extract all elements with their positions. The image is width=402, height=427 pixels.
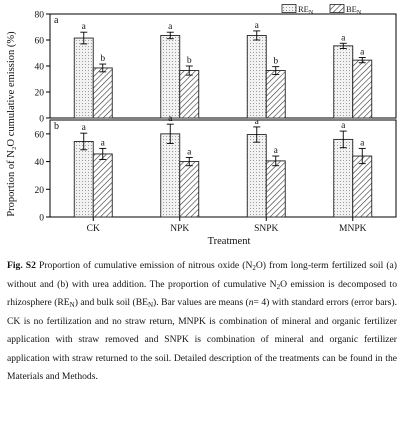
legend-swatch-be — [329, 4, 345, 13]
bar-be-snpk — [265, 70, 286, 119]
y-tick-label: 40 — [35, 158, 45, 168]
caption-label: Fig. S2 — [7, 260, 36, 271]
significance-letter: a — [82, 22, 87, 32]
bar-be-npk — [179, 70, 200, 119]
bar-re-ck — [73, 141, 94, 218]
bar-be-mnpk — [352, 155, 373, 218]
significance-letter: a — [168, 22, 173, 32]
bar-be-snpk — [265, 160, 286, 218]
caption-text: ) and bulk soil (BE — [74, 297, 148, 308]
bar-re-npk — [160, 35, 181, 119]
bar-re-snpk — [246, 35, 267, 119]
y-tick-label: 20 — [35, 186, 45, 196]
bar-re-snpk — [246, 134, 267, 218]
y-tick-label: 0 — [39, 214, 44, 224]
bar-re-npk — [160, 133, 181, 218]
caption-text: O emission is decomposed to rhizosphere … — [7, 278, 398, 309]
x-axis: CK NPK SNPK MNPK — [87, 217, 367, 234]
panel-label: b — [54, 121, 59, 132]
caption-text: = 4) with standard errors (error bars). … — [7, 297, 397, 382]
x-tick-label: SNPK — [254, 224, 278, 234]
significance-letter: a — [341, 33, 346, 43]
y-tick-label: 60 — [35, 130, 45, 140]
significance-letter: a — [82, 123, 87, 133]
caption-subscript: 2 — [276, 282, 281, 291]
y-axis-label: Proportion of N₂O cumulative emission (%… — [6, 31, 17, 217]
y-tick-label: 40 — [35, 63, 45, 73]
y-tick-label: 80 — [35, 11, 45, 21]
significance-letter: a — [187, 147, 192, 157]
caption-n-symbol: n — [248, 297, 254, 308]
significance-letter: b — [273, 57, 278, 67]
y-tick-label: 60 — [35, 37, 45, 47]
x-tick-label: CK — [87, 224, 100, 234]
bar-re-ck — [73, 37, 94, 119]
bar-be-mnpk — [352, 59, 373, 119]
significance-letter: b — [187, 56, 192, 66]
caption-subscript: N — [69, 301, 75, 309]
bar-re-mnpk — [333, 138, 354, 218]
significance-letter: a — [274, 146, 279, 156]
bar-re-mnpk — [333, 45, 354, 119]
y-tick-label: 20 — [35, 89, 45, 99]
caption-text: ). Bar values are means ( — [153, 297, 249, 308]
significance-letter: a — [341, 121, 346, 131]
panel-a: 0 20 40 60 80 a a b a b a b a a — [35, 11, 397, 125]
significance-letter: a — [255, 21, 260, 31]
x-tick-label: MNPK — [339, 224, 367, 234]
caption-text: Proportion of cumulative emission of nit… — [35, 260, 253, 271]
significance-letter: a — [255, 117, 260, 127]
significance-letter: a — [168, 114, 173, 124]
legend-subscript: N — [309, 10, 314, 16]
bar-be-ck — [92, 153, 113, 218]
bar-be-ck — [92, 67, 113, 119]
x-axis-label: Treatment — [208, 236, 251, 247]
significance-letter: a — [360, 48, 365, 58]
significance-letter: a — [101, 138, 106, 148]
panel-label: a — [54, 15, 59, 26]
caption-text: O) from long-term fertilized soil (a) wi… — [7, 260, 397, 290]
panel-frame — [49, 119, 397, 218]
x-tick-label: NPK — [170, 224, 189, 234]
caption-subscript: 2 — [252, 264, 256, 272]
figure-caption: Fig. S2 Proportion of cumulative emissio… — [7, 257, 397, 387]
significance-letter: b — [100, 54, 105, 64]
panel-b: 0 20 40 60 b a a a a a a a a — [35, 114, 397, 224]
legend-subscript: N — [357, 10, 362, 16]
caption-subscript: N — [147, 301, 154, 309]
y-tick-label: 0 — [39, 115, 44, 125]
bar-be-npk — [179, 161, 200, 218]
legend-swatch-re — [281, 4, 297, 13]
significance-letter: a — [360, 138, 365, 148]
